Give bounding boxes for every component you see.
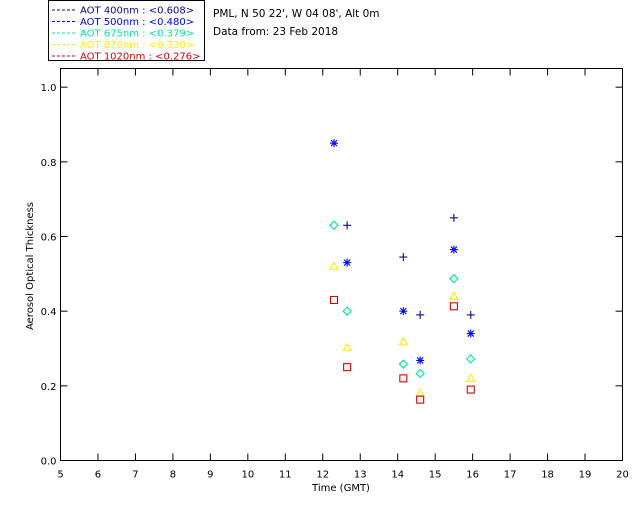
data-point [415,368,425,379]
series-4 [329,261,476,397]
data-point [449,213,458,222]
series-1 [333,68,475,319]
x-tick-label: 17 [504,470,517,481]
date-label: Data from: 23 Feb 2018 [213,26,338,38]
x-axis-label: Time (GMT) [311,483,370,494]
legend-entry: AOT 500nm : <0.480> [80,17,194,28]
data-point [465,373,476,382]
x-tick-label: 20 [616,470,629,481]
data-point [449,245,458,254]
site-label: PML, N 50 22', W 04 08', Alt 0m [213,8,380,20]
y-tick-label: 0.6 [41,233,57,244]
data-point [466,329,475,338]
x-tick-label: 7 [132,470,138,481]
data-point [398,336,409,346]
x-axis: 5 6 7 8 9 10 11 12 13 14 15 16 17 18 19 20 [57,68,629,481]
data-point [399,374,408,383]
data-point [449,302,458,311]
data-point [343,258,352,267]
x-tick-label: 9 [207,470,213,481]
y-tick-label: 0.4 [41,307,57,318]
data-point [399,253,408,262]
x-tick-label: 5 [57,470,63,481]
y-tick-label: 1.0 [41,83,57,94]
series-3 [329,220,476,379]
data-point [342,342,353,352]
data-point [416,395,425,404]
data-point [448,291,459,300]
data-point [466,385,475,394]
data-point [329,220,339,231]
legend-entry: AOT 400nm : <0.608> [80,6,194,17]
data-point [329,261,339,270]
data-point [415,388,426,397]
data-point [416,310,425,319]
x-tick-label: 6 [95,470,101,481]
data-point [399,307,408,316]
y-tick-label: 0.0 [41,457,57,468]
x-tick-label: 14 [391,470,404,481]
y-tick-label: 0.2 [41,382,57,393]
x-tick-label: 16 [466,470,479,481]
legend-entry: AOT 870nm : <0.330> [80,40,194,51]
data-point [465,354,476,364]
data-point [329,295,339,305]
x-tick-label: 19 [579,470,592,481]
plot-frame [60,68,623,461]
series-5 [329,295,475,404]
legend: AOT 400nm : <0.608>AOT 500nm : <0.480>AO… [52,6,200,63]
x-tick-label: 18 [541,470,554,481]
series-2 [330,139,475,365]
x-tick-label: 11 [279,470,292,481]
x-tick-label: 12 [316,470,329,481]
data-point [343,363,352,372]
y-tick-label: 0.8 [41,158,57,169]
data-point [330,139,339,148]
x-tick-label: 10 [241,470,254,481]
data-point [343,221,352,230]
x-tick-label: 13 [354,470,367,481]
data-points [329,68,476,404]
data-point [342,306,352,316]
legend-entry: AOT 675nm : <0.379> [80,29,194,40]
data-point [333,68,335,69]
y-axis-label: Aerosol Optical Thickness [25,202,36,330]
x-tick-label: 8 [170,470,176,481]
data-point [466,310,475,319]
data-point [416,356,425,365]
y-axis: 0.0 0.2 0.4 0.6 0.8 1.0 [41,83,623,468]
x-tick-label: 15 [429,470,442,481]
data-point [449,273,459,284]
data-point [398,359,409,369]
legend-entry: AOT 1020nm : <0.276> [80,52,200,63]
